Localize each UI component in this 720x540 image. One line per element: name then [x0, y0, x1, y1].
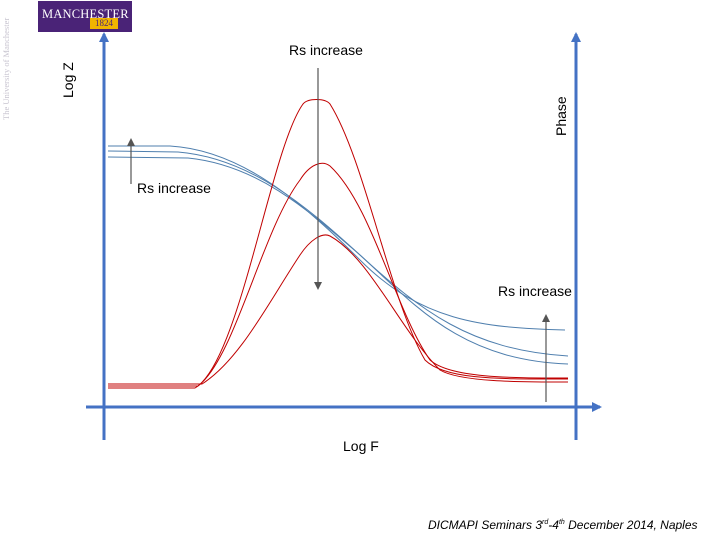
impedance-curve-1	[108, 145, 566, 331]
footer-sup-th: th	[558, 519, 565, 526]
rs-increase-label-top: Rs increase	[289, 42, 363, 58]
impedance-curve-3	[107, 156, 569, 365]
y-axis-right-label: Phase	[553, 96, 569, 136]
university-logo: MANCHESTER 1824	[38, 1, 132, 32]
phase-curve-3	[108, 234, 569, 385]
rs-increase-label-right: Rs increase	[498, 283, 572, 299]
rs-increase-label-left: Rs increase	[137, 180, 211, 196]
footer-suffix: December 2014, Naples	[564, 518, 698, 532]
footer-prefix: DICMAPI Seminars 3	[428, 518, 543, 532]
phase-curve-2	[108, 162, 569, 387]
phase-curve-1	[108, 99, 569, 389]
logo-wordmark: MANCHESTER	[42, 7, 129, 21]
x-axis-label: Log F	[343, 438, 379, 454]
logo-year: 1824	[90, 18, 118, 29]
footer-mid: -4	[548, 518, 559, 532]
footer-citation: DICMAPI Seminars 3rd-4th December 2014, …	[428, 518, 698, 532]
y-axis-left-label: Log Z	[60, 62, 76, 98]
footer-sup-rd: rd	[542, 519, 549, 526]
